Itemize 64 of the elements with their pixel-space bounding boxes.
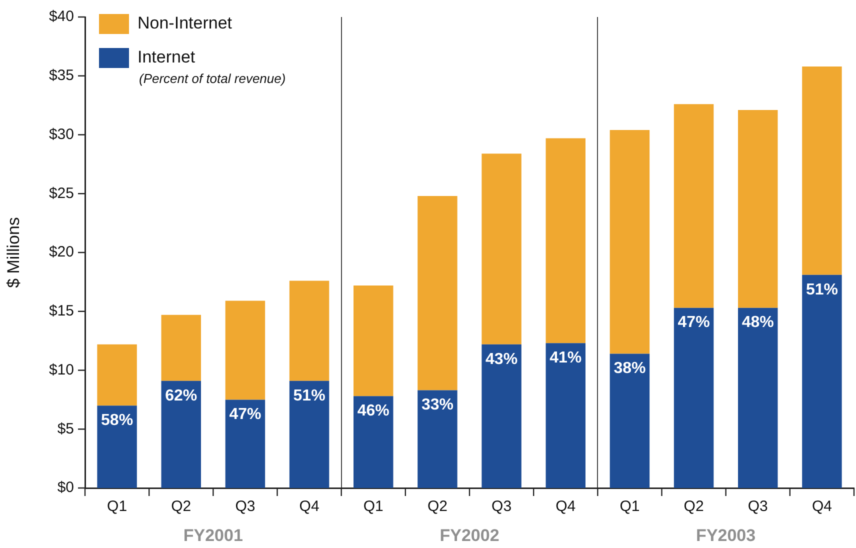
bar: [546, 343, 586, 488]
y-tick-label: $30: [48, 126, 74, 143]
x-tick-label: Q2: [684, 498, 704, 516]
bar: [738, 110, 778, 308]
bar: [97, 344, 137, 406]
x-tick-label: Q3: [748, 498, 768, 516]
bar: [354, 396, 394, 488]
bar: [674, 104, 714, 308]
annotation: 47%: [678, 314, 710, 332]
annotation: 41%: [550, 350, 582, 367]
annotation: 46%: [357, 402, 390, 420]
x-tick-label: Q4: [556, 498, 576, 516]
y-tick-label: $5: [57, 420, 74, 438]
bar: [225, 300, 266, 400]
x-tick-label: Q3: [235, 498, 256, 516]
annotation: 48%: [742, 314, 774, 332]
annotation: 43%: [486, 350, 518, 368]
bar: [738, 308, 778, 488]
bar: [674, 308, 714, 488]
y-tick-label: $20: [48, 244, 74, 261]
bar: [97, 406, 137, 488]
x-tick-label: Q4: [812, 498, 832, 516]
annotation: (Percent of total revenue): [139, 71, 286, 86]
bar: [802, 274, 842, 488]
annotation: 38%: [614, 360, 646, 378]
x-tick-label: Q4: [299, 498, 320, 516]
y-tick-label: $15: [48, 302, 74, 320]
legend-label: Non-Internet: [138, 14, 232, 33]
annotation: 62%: [165, 387, 198, 404]
text: FY2002: [440, 526, 500, 546]
y-tick-label: $35: [48, 67, 74, 84]
annotation: 33%: [421, 396, 454, 414]
y-axis-title: $ Millions: [4, 217, 23, 288]
annotation: 58%: [101, 412, 134, 429]
y-tick-label: $0: [57, 479, 74, 496]
bar: [289, 380, 330, 488]
y-tick-label: $40: [48, 8, 74, 26]
bar: [482, 344, 522, 488]
bar: [161, 380, 201, 488]
bar: [289, 280, 330, 381]
text: FY2003: [696, 526, 756, 546]
x-tick-label: Q1: [620, 498, 640, 516]
bar: [225, 400, 266, 488]
text: FY2001: [183, 526, 243, 546]
bar: [418, 390, 458, 488]
bar: [610, 130, 650, 354]
y-tick-label: $10: [48, 361, 74, 378]
x-tick-label: Q1: [363, 498, 384, 516]
bar: [354, 285, 394, 396]
x-tick-label: Q2: [171, 498, 192, 516]
bar: [482, 154, 522, 344]
y-tick-label: $25: [48, 184, 74, 202]
annotation: 51%: [293, 387, 326, 404]
legend-label: Internet: [138, 48, 196, 67]
x-tick-label: Q3: [492, 498, 512, 516]
bar: [546, 138, 586, 344]
annotation: 51%: [806, 281, 838, 298]
annotation: 47%: [229, 406, 262, 424]
x-tick-label: Q1: [107, 498, 128, 516]
bar: [802, 66, 842, 275]
bar: [161, 314, 201, 381]
x-tick-label: Q2: [427, 498, 448, 516]
bar: [610, 354, 650, 488]
bar: [418, 196, 458, 390]
